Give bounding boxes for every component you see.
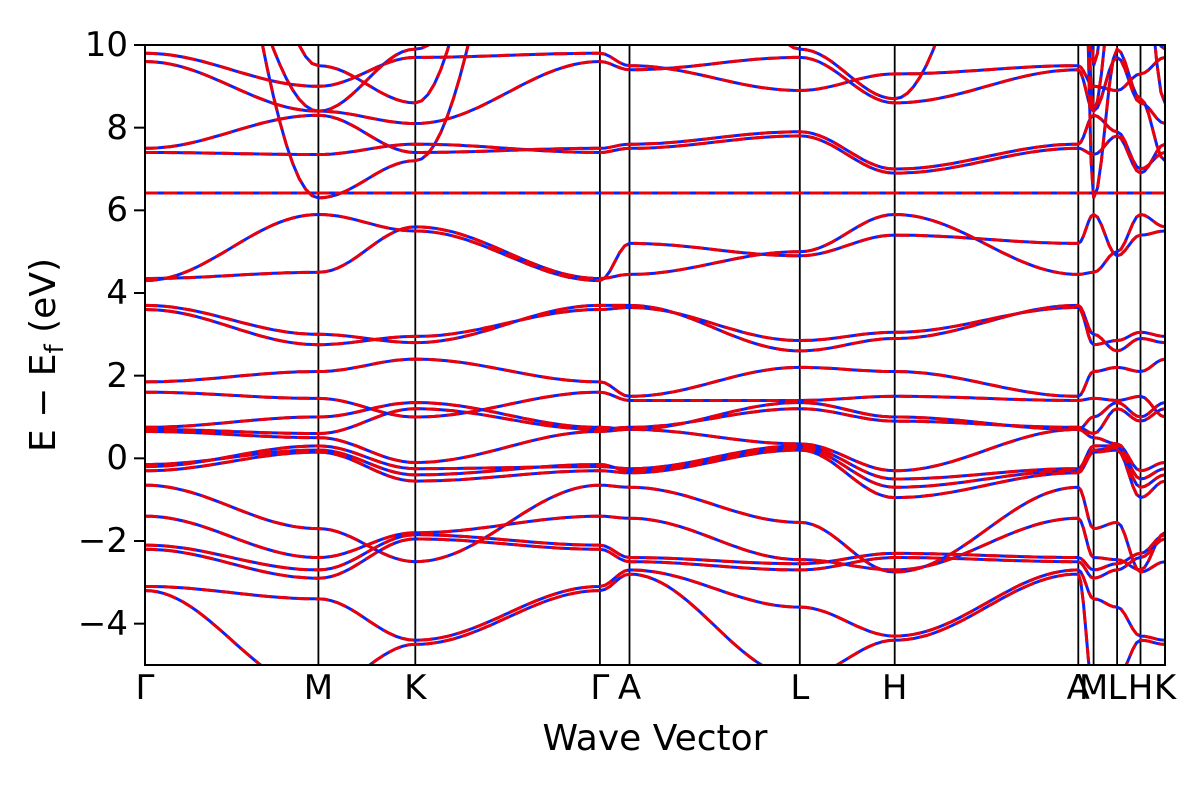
band-line-dashed xyxy=(270,45,1165,113)
y-tick-label: −2 xyxy=(77,521,128,561)
y-tick-label: 6 xyxy=(106,190,128,231)
x-tick-label: Γ xyxy=(135,668,155,708)
band-line-dashed xyxy=(145,357,1165,398)
y-tick-label: −4 xyxy=(77,603,128,644)
x-tick-label: K xyxy=(404,668,427,708)
band-line-dashed xyxy=(145,51,1165,93)
band-line-dashed xyxy=(297,45,1165,105)
x-tick-label: M xyxy=(303,668,334,708)
x-tick-label: H xyxy=(881,668,908,708)
band-line-dashed xyxy=(145,444,1165,481)
band-line-dashed xyxy=(145,134,1165,175)
band-line-dashed xyxy=(145,113,1165,171)
band-line-solid xyxy=(145,212,1165,281)
band-line-dashed xyxy=(145,533,1165,572)
y-tick-label: 10 xyxy=(84,25,128,65)
x-tick-label: A xyxy=(617,668,642,708)
x-tick-label: K xyxy=(1153,668,1177,708)
band-line-solid xyxy=(297,45,1165,105)
x-tick-label: H xyxy=(1127,668,1154,708)
y-tick-label: 2 xyxy=(106,355,128,396)
axes-frame xyxy=(144,44,1166,666)
bands-layer xyxy=(145,45,1165,665)
band-line-dashed xyxy=(145,514,1165,572)
band-line-dashed xyxy=(145,427,1165,473)
x-tick-label: L xyxy=(1107,668,1127,708)
x-axis-label: Wave Vector xyxy=(542,718,768,759)
band-line-dashed xyxy=(145,305,1165,347)
band-line-dashed xyxy=(145,212,1165,281)
band-line-solid xyxy=(145,305,1165,347)
band-line-dashed xyxy=(145,212,1165,283)
band-line-dashed xyxy=(145,446,1165,489)
band-line-dashed xyxy=(145,568,1165,642)
band-line-solid xyxy=(270,45,1165,113)
y-tick-label: 8 xyxy=(106,107,128,148)
band-line-dashed xyxy=(145,55,1165,126)
x-tick-label: L xyxy=(790,668,810,708)
x-tick-label: M xyxy=(1078,668,1109,708)
band-line-dashed xyxy=(145,572,1165,665)
band-line-dashed xyxy=(145,483,1165,574)
band-line-solid xyxy=(145,357,1165,398)
band-line-solid xyxy=(145,390,1165,419)
y-tick-label: 0 xyxy=(106,438,128,479)
y-tick-label: 4 xyxy=(106,273,128,313)
band-line-dashed xyxy=(145,537,1165,580)
band-line-dashed xyxy=(145,400,1165,431)
band-line-solid xyxy=(145,212,1165,283)
y-axis-label-sub: f xyxy=(40,344,71,354)
band-line-solid xyxy=(145,533,1165,572)
band-line-dashed xyxy=(260,45,1165,200)
band-line-solid xyxy=(145,448,1165,500)
x-tick-label: A xyxy=(1066,668,1090,708)
x-tick-label: Γ xyxy=(590,668,610,708)
